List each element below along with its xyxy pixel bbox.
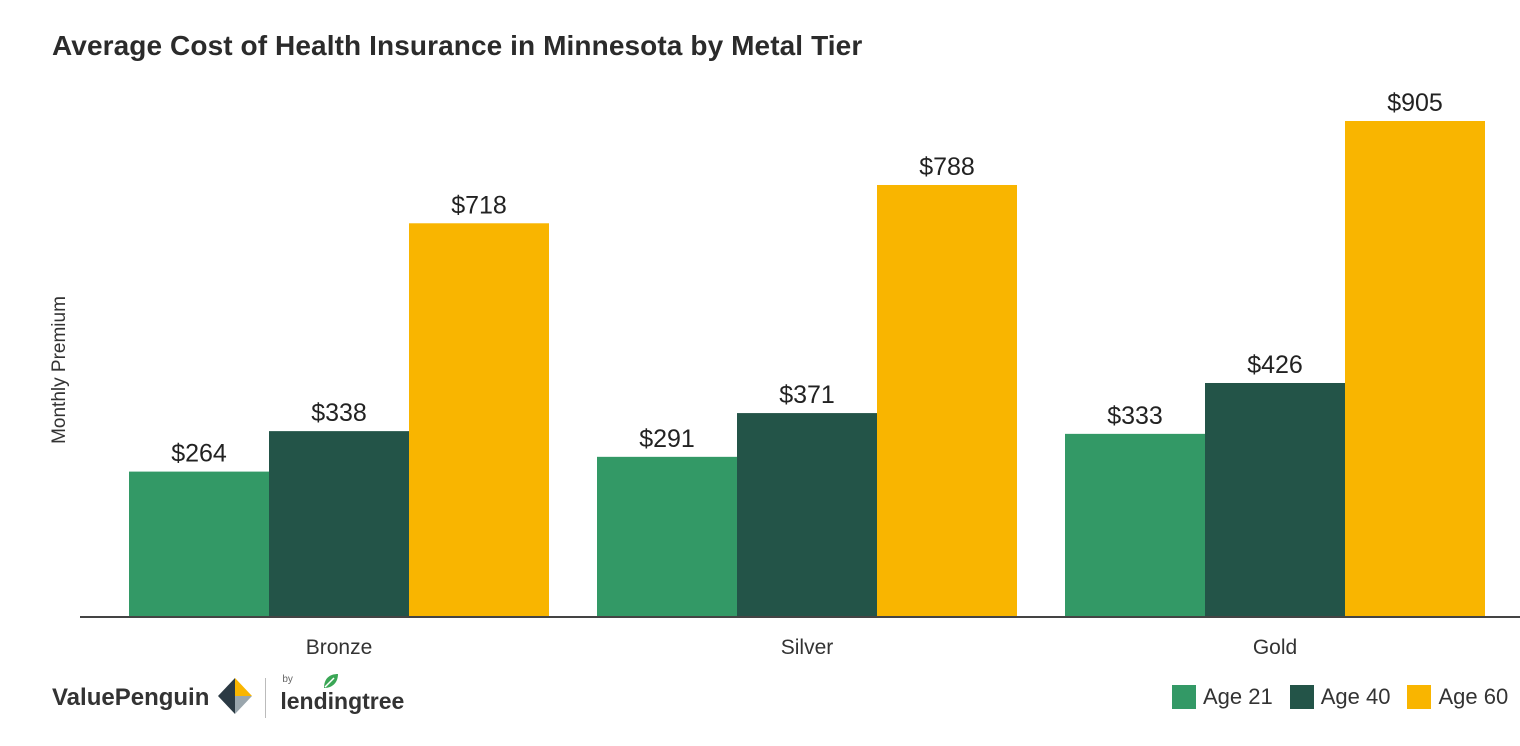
data-label: $291 (639, 425, 695, 453)
data-label: $788 (919, 153, 975, 181)
legend-swatch (1172, 685, 1196, 709)
data-label: $426 (1247, 351, 1303, 379)
data-label: $333 (1107, 402, 1163, 430)
x-tick-label: Silver (781, 636, 834, 659)
legend-label: Age 60 (1438, 684, 1509, 709)
legend-item: Age 21 (1172, 684, 1273, 710)
legend-item: Age 40 (1289, 684, 1391, 710)
bar-bronze-series-3 (409, 223, 549, 616)
x-tick-label: Bronze (306, 636, 373, 659)
chart-legend: Age 21 Age 40 Age 60 (1172, 682, 1520, 712)
chart-title: Average Cost of Health Insurance in Minn… (52, 30, 863, 61)
lendingtree-logo: by lendingtree (280, 673, 405, 715)
data-label: $338 (311, 399, 367, 427)
lendingtree-wordmark: lendingtree (280, 687, 405, 714)
legend-label: Age 21 (1203, 684, 1273, 709)
valuepenguin-logo-icon (217, 677, 253, 720)
data-label: $718 (451, 191, 507, 219)
partner-prefix: by (282, 673, 293, 685)
bar-bronze-series-1 (129, 471, 269, 616)
bar-gold-series-2 (1205, 382, 1345, 616)
legend-label: Age 40 (1320, 684, 1391, 709)
legend-swatch (1407, 685, 1432, 709)
bar-gold-series-3 (1345, 121, 1485, 616)
legend-item: Age 60 (1407, 684, 1508, 710)
x-tick-label: Gold (1253, 636, 1297, 659)
valuepenguin-wordmark: ValuePenguin (52, 684, 210, 711)
bar-silver-series-1 (597, 456, 737, 616)
bar-silver-series-2 (737, 413, 877, 616)
brand-divider (265, 678, 267, 718)
bar-silver-series-3 (877, 184, 1017, 616)
brand-footer: ValuePenguin by lendingtree (52, 673, 405, 720)
data-label: $264 (171, 440, 227, 468)
bar-bronze-series-2 (269, 431, 409, 616)
data-label: $905 (1387, 89, 1443, 117)
lendingtree-leaf-icon (322, 672, 340, 695)
legend-swatch (1289, 685, 1314, 709)
data-label: $371 (779, 381, 835, 409)
bar-gold-series-1 (1065, 433, 1205, 616)
